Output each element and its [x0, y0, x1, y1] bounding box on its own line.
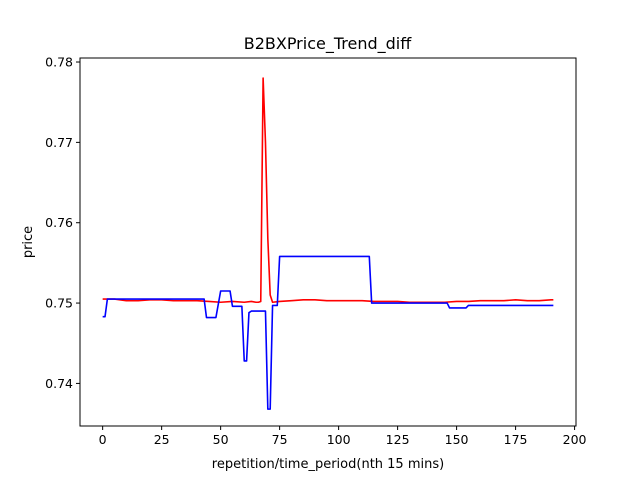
- x-tick-label: 125: [386, 432, 410, 447]
- x-tick-label: 150: [445, 432, 469, 447]
- x-tick-label: 200: [563, 432, 587, 447]
- y-axis: 0.74 0.75 0.76 0.77 0.78: [45, 55, 80, 391]
- plot-frame: [79, 57, 577, 427]
- x-axis: 0 25 50 75 100 125 150 175 200: [99, 426, 587, 447]
- y-tick-label: 0.76: [45, 215, 73, 230]
- y-tick-label: 0.74: [45, 376, 73, 391]
- x-tick-label: 175: [504, 432, 528, 447]
- x-axis-label: repetition/time_period(nth 15 mins): [212, 457, 444, 472]
- x-tick-label: 0: [99, 432, 107, 447]
- y-axis-label: price: [21, 226, 36, 258]
- chart-title: B2BXPrice_Trend_diff: [244, 34, 413, 54]
- y-tick-label: 0.77: [45, 135, 73, 150]
- x-tick-label: 100: [327, 432, 351, 447]
- series-layer: [102, 77, 554, 410]
- y-tick-label: 0.78: [45, 55, 73, 70]
- x-tick-label: 25: [154, 432, 170, 447]
- y-tick-label: 0.75: [45, 296, 73, 311]
- series-line-0: [102, 77, 554, 304]
- x-tick-label: 75: [272, 432, 288, 447]
- series-line-1: [102, 255, 554, 410]
- x-tick-label: 50: [213, 432, 229, 447]
